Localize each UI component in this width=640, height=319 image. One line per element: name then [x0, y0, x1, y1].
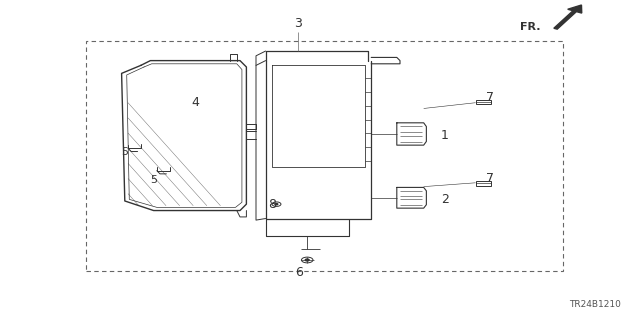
- Text: 5: 5: [122, 146, 128, 157]
- Text: TR24B1210: TR24B1210: [569, 300, 621, 309]
- Circle shape: [275, 204, 278, 205]
- Text: 4: 4: [191, 96, 199, 108]
- FancyArrow shape: [554, 5, 582, 29]
- Bar: [476, 181, 491, 186]
- Bar: [476, 100, 491, 104]
- Text: 5: 5: [150, 175, 157, 185]
- Circle shape: [305, 259, 309, 261]
- Text: 2: 2: [441, 193, 449, 206]
- Text: 8: 8: [268, 198, 276, 211]
- Bar: [86, 41, 563, 271]
- Text: 7: 7: [486, 172, 493, 185]
- Text: 3: 3: [294, 18, 301, 30]
- Text: 6: 6: [296, 266, 303, 279]
- Circle shape: [272, 202, 281, 206]
- Text: FR.: FR.: [520, 22, 541, 32]
- Circle shape: [301, 257, 313, 263]
- Text: 1: 1: [441, 129, 449, 142]
- Text: 7: 7: [486, 91, 493, 104]
